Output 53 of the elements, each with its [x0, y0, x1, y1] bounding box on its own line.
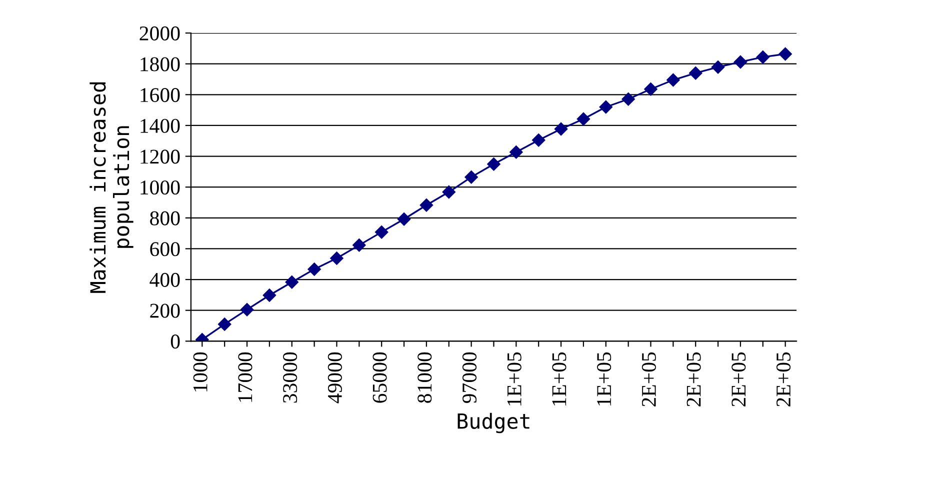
point [599, 100, 612, 114]
point [554, 122, 568, 136]
point [532, 134, 546, 147]
y-tick-label: 200 [150, 304, 180, 318]
x-tick-label: 1E+05 [552, 352, 566, 406]
x-tick-label: 97000 [462, 352, 477, 403]
point [262, 288, 276, 302]
point [734, 55, 748, 69]
point [375, 225, 388, 239]
y-tick-label: 1800 [140, 57, 180, 72]
point [240, 302, 254, 316]
x-tick-label: 33000 [283, 352, 298, 403]
x-tick-label: 2E+05 [686, 352, 701, 406]
point [711, 60, 725, 74]
y-tick-label: 400 [150, 272, 180, 287]
point [352, 238, 366, 252]
y-axis-title: Maximum increased population [90, 82, 134, 293]
y-tick-label: 1600 [140, 88, 180, 102]
x-tick-label: 2E+05 [732, 352, 746, 406]
x-tick-label: 2E+05 [776, 352, 791, 406]
y-tick-label: 1400 [140, 118, 180, 133]
x-tick-label: 65000 [372, 352, 387, 403]
y-tick-label: 800 [150, 211, 180, 226]
point [778, 47, 792, 61]
point [285, 276, 298, 289]
y-tick-label: 1000 [140, 180, 180, 195]
point [576, 112, 590, 126]
point [756, 50, 770, 64]
x-tick-label: 2E+05 [642, 352, 656, 406]
point [330, 252, 344, 265]
x-tick-label: 1E+05 [507, 352, 522, 406]
x-tick-label: 1E+05 [597, 352, 612, 406]
point [622, 92, 635, 106]
y-tick-label: 2000 [140, 26, 180, 40]
point [666, 73, 680, 87]
x-tick-label: 81000 [418, 352, 432, 403]
point [420, 198, 434, 212]
x-tick-label: 1000 [193, 352, 208, 392]
y-tick-label: 1200 [140, 150, 180, 164]
x-axis-title: Budget [458, 412, 530, 434]
point [442, 185, 456, 199]
y-tick-label: 0 [170, 334, 180, 349]
point [487, 158, 500, 171]
point [689, 66, 702, 80]
x-tick-label: 49000 [328, 352, 342, 404]
point [397, 212, 411, 226]
point [644, 82, 658, 96]
x-tick-label: 17000 [238, 352, 252, 402]
point [218, 318, 232, 331]
point [308, 262, 321, 276]
y-tick-label: 600 [150, 242, 180, 256]
point [510, 146, 523, 159]
point [464, 170, 478, 184]
